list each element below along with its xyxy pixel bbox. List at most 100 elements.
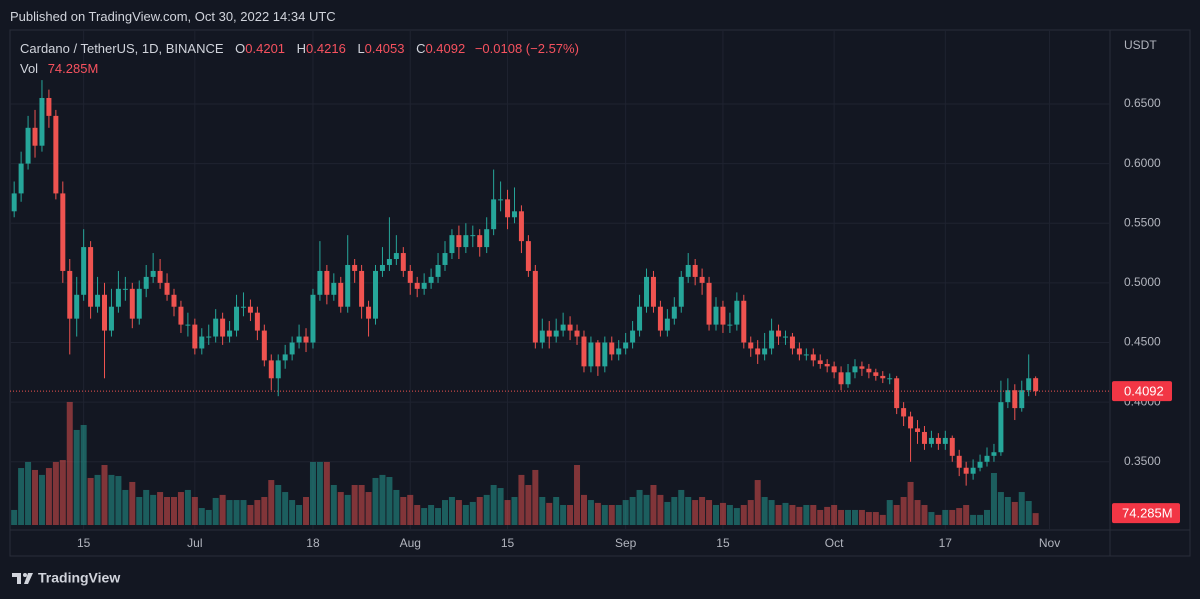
candle-body: [553, 330, 559, 337]
chart-frame: [9, 29, 1191, 557]
volume-bar: [219, 494, 226, 525]
candle-body: [657, 306, 663, 331]
y-tick-label: 0.3500: [1124, 454, 1161, 468]
volume-bar: [414, 505, 421, 525]
volume-bar: [706, 500, 713, 525]
y-tick-label: 0.4500: [1124, 335, 1161, 349]
candle-body: [1012, 390, 1018, 409]
volume-bar: [309, 461, 316, 525]
candle-body: [400, 253, 406, 271]
candle-body: [727, 324, 733, 326]
volume-bar: [838, 509, 845, 525]
candle-body: [261, 330, 267, 361]
volume-bar: [949, 509, 956, 525]
volume-bar: [240, 500, 247, 525]
x-tick-label: 15: [716, 536, 730, 550]
ohlc-value: 0.4201: [245, 41, 286, 56]
candle-body: [734, 300, 740, 325]
candle-body: [234, 306, 240, 331]
candle-body: [928, 437, 934, 444]
volume-bar: [87, 477, 94, 525]
volume-bar: [45, 468, 52, 525]
x-tick-label: Aug: [400, 536, 421, 550]
candle-body: [664, 318, 670, 331]
volume-bar: [803, 505, 810, 525]
candle-body: [789, 336, 795, 349]
volume-bar: [775, 505, 782, 525]
candle-body: [984, 455, 990, 462]
candle-body: [366, 306, 372, 319]
volume-bar: [1032, 513, 1039, 525]
candle-body: [331, 282, 337, 295]
volume-bar: [664, 501, 671, 525]
volume-bar: [435, 508, 442, 525]
volume-bar: [1018, 492, 1025, 525]
candle-body: [803, 354, 809, 356]
y-tick-label: 0.6500: [1124, 96, 1161, 110]
candle-body: [546, 330, 552, 337]
volume-bar: [233, 500, 240, 525]
volume-bar: [574, 465, 581, 525]
logo-icon: [12, 573, 33, 584]
x-tick-label: 15: [77, 536, 91, 550]
volume-bar: [678, 489, 685, 525]
candle-body: [456, 235, 462, 248]
candle-body: [60, 193, 66, 271]
candle-body: [122, 288, 128, 290]
candle-body: [949, 437, 955, 456]
candle-body: [386, 259, 392, 265]
volume-bar: [935, 514, 942, 525]
volume-bar: [441, 500, 448, 525]
candle-body: [95, 294, 101, 307]
volume-bar: [539, 497, 546, 525]
volume-bar: [719, 502, 726, 525]
volume-bar: [671, 497, 678, 525]
y-tick-label: 0.5000: [1124, 275, 1161, 289]
volume-bar: [657, 494, 664, 525]
volume-bar: [164, 497, 171, 525]
price-badge: [1112, 381, 1172, 402]
candle-body: [150, 270, 156, 277]
volume-bar: [942, 509, 949, 525]
candle-body: [268, 360, 274, 379]
candle-body: [595, 342, 601, 367]
candle-body: [1033, 378, 1039, 392]
candle-body: [894, 378, 900, 409]
volume-bar: [212, 497, 219, 525]
volume-bar: [845, 509, 852, 525]
candle-body: [956, 455, 962, 468]
volume-bar: [365, 492, 372, 525]
volume-bar: [886, 500, 893, 525]
candle-body: [498, 199, 504, 201]
volume-bar: [713, 505, 720, 525]
volume-bar: [990, 473, 997, 525]
volume-bar: [747, 500, 754, 525]
volume-bar: [601, 505, 608, 525]
candle-body: [1026, 378, 1032, 391]
volume-bar: [810, 505, 817, 525]
volume-bar: [685, 497, 692, 525]
volume-bar: [393, 489, 400, 525]
volume-bar: [38, 474, 45, 525]
candle-body: [741, 300, 747, 343]
volume-bar: [977, 514, 984, 525]
x-tick-label: 18: [306, 536, 320, 550]
candle-body: [414, 282, 420, 289]
candle-body: [623, 342, 629, 349]
candle-body: [275, 360, 281, 379]
volume-bar: [615, 505, 622, 525]
volume-bar: [115, 476, 122, 525]
candle-body: [720, 306, 726, 325]
candle-body: [206, 336, 212, 338]
volume-bar: [268, 480, 275, 525]
candle-body: [769, 330, 775, 349]
candle-body: [254, 312, 260, 331]
volume-bar: [907, 481, 914, 525]
volume-bar: [956, 508, 963, 525]
candle-body: [776, 330, 782, 337]
symbol-title: Cardano / TetherUS, 1D, BINANCE: [20, 41, 224, 56]
volume-bar: [608, 505, 615, 525]
candle-body: [74, 294, 80, 319]
candle-body: [616, 348, 622, 355]
